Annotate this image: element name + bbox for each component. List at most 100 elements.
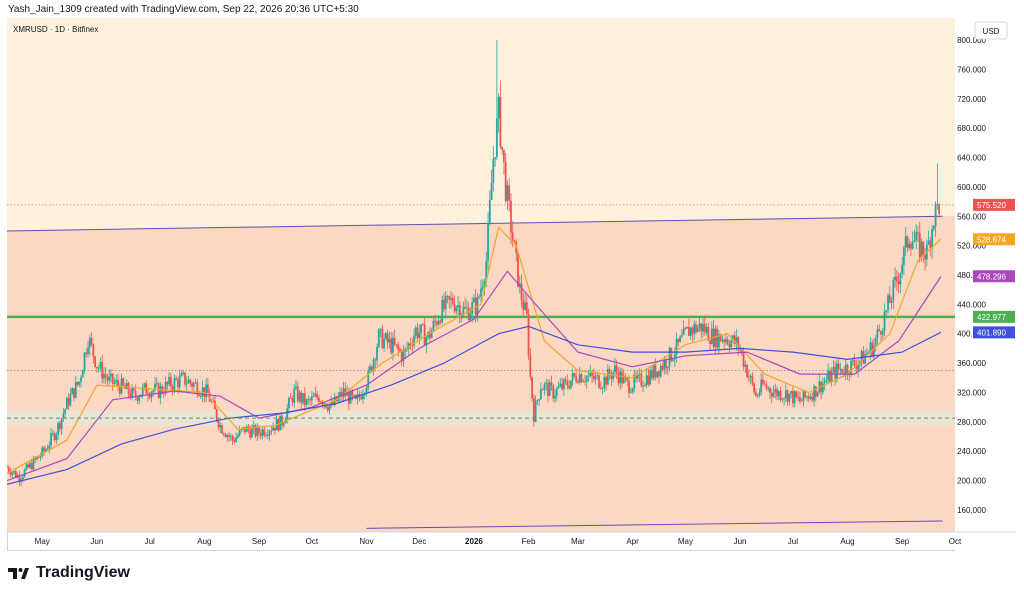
candle-body [69,394,72,406]
candle-body [751,375,754,384]
currency-button-frame[interactable] [974,21,1008,40]
candle-body [41,447,44,457]
candle-body [836,363,838,379]
price-tick-label: 800.000 [957,36,986,45]
candle-body [243,427,246,433]
candle-body [857,364,859,370]
time-tick-label: Aug [197,537,211,546]
candle-body [369,366,371,371]
time-axis[interactable]: May Jun Jul Aug Sep Oct Nov Dec 2026 Feb Mar Apr May… [7,531,1016,546]
price-label-badge [973,270,1015,283]
candle-body [125,383,128,389]
candle-body [310,396,313,401]
candle-body [148,395,151,398]
candle-body [910,243,912,249]
time-tick-label: Dec [412,537,426,546]
candle-body [404,348,407,352]
candle-body [550,382,553,386]
candle-body [252,425,255,429]
candle-body [372,359,375,372]
candle-body [894,276,896,281]
candle-body [39,456,42,458]
price-tick-label: 480.000 [957,271,986,280]
candle-body [608,369,611,376]
candle-body [97,368,100,369]
candle-body [36,456,38,460]
currency-button[interactable]: USD [983,27,1000,36]
candle-body [95,366,98,369]
candle-body [733,335,736,344]
candle-body [545,383,548,385]
candle-body [816,391,819,397]
candle-body [485,260,488,282]
candle-body [169,376,172,387]
candle-body [238,430,241,436]
candle-body [30,463,33,470]
candle-body [564,379,567,381]
candle-body [776,389,778,397]
candle-body [506,185,509,201]
candle-body [300,392,303,403]
price-label-badge [973,233,1015,246]
candle-body [305,399,308,405]
candle-body [617,372,620,384]
candle-body [548,382,551,396]
candle-body [536,400,539,402]
candle-body [235,437,237,442]
candle-body [182,372,185,374]
candle-body [779,391,782,400]
candle-body [37,456,40,458]
candle-body [735,337,738,344]
candle-body [795,391,798,397]
candle-body [846,364,849,374]
time-tick-label: May [678,537,693,546]
candle-body [758,392,761,396]
price-label-badge [973,310,1015,323]
candle-body [524,302,526,310]
tradingview-logo[interactable]: TradingView [8,564,130,582]
candle-body [60,418,63,429]
candle-body [384,333,387,339]
candle-body [78,381,81,385]
candle-body [291,398,294,403]
candle-body [860,351,863,361]
candle-body [497,96,500,119]
candle-body [157,383,160,398]
candle-body [273,427,276,431]
candle-body [800,400,803,402]
candle-body [703,324,706,333]
candle-body [391,337,394,353]
candle-body [162,392,165,394]
price-chart[interactable]: 160.000 200.000 240.000 280.000 320.000 360.0… [7,18,1016,551]
candle-body [166,381,169,385]
candle-body [481,286,484,289]
candle-body [670,347,673,361]
candle-body [420,324,422,333]
candle-body [763,383,766,385]
candle-body [876,329,879,339]
candle-body [71,388,74,395]
candle-body [721,339,724,342]
candle-body [920,241,923,258]
symbol-label: XMRUSD · 1D · Bitfinex [13,25,98,34]
candle-body [575,375,578,382]
candle-body [642,385,645,387]
candle-body [316,393,319,398]
time-tick-label: Nov [359,537,373,546]
candle-body [326,407,329,411]
moving-average-line-1 [7,226,942,474]
candle-body [707,327,710,341]
candle-body [717,334,720,348]
candle-body [643,385,646,387]
candle-body [851,359,854,361]
candle-body [388,338,391,343]
candle-body [261,429,264,436]
candle-body [362,394,364,400]
candle-body [495,118,498,158]
candle-body [809,396,812,399]
candle-body [871,342,874,357]
price-axis[interactable]: 160.000 200.000 240.000 280.000 320.000 360.0… [957,36,986,515]
candle-body [578,374,581,383]
candle-body [99,362,102,369]
price-label-text: 575.520 [977,201,1006,210]
